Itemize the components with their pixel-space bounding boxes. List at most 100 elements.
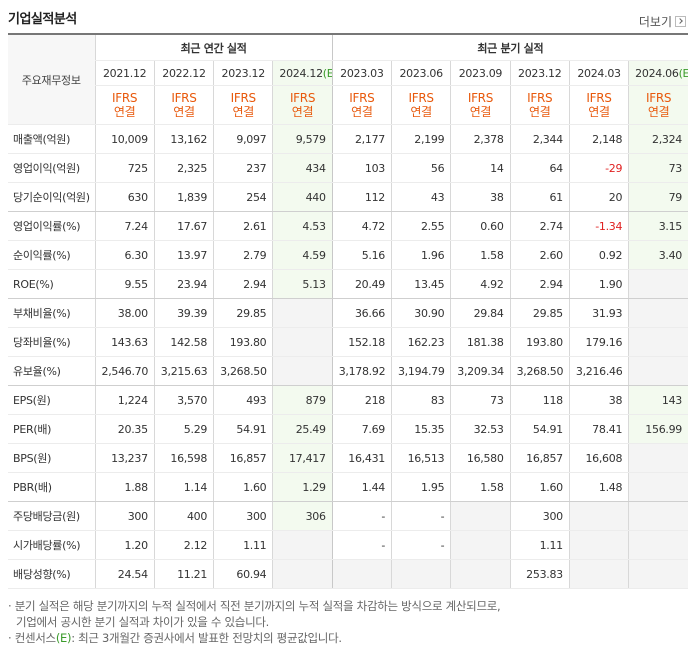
bullet: · <box>8 631 15 645</box>
value-cell: 2,199 <box>390 124 451 154</box>
footnote-line: 기업에서 공시한 분기 실적과 차이가 있을 수 있습니다. <box>16 615 270 629</box>
value-cell: 3,570 <box>153 385 214 415</box>
value-cell: - <box>331 501 392 531</box>
value-cell <box>272 298 333 328</box>
value-cell: 10,009 <box>94 124 155 154</box>
footnote: · 분기 실적은 해당 분기까지의 누적 실적에서 직전 분기까지의 누적 실적… <box>8 598 501 630</box>
value-cell: 64 <box>509 153 570 183</box>
value-cell: 13.45 <box>390 269 451 299</box>
value-cell: 440 <box>272 182 333 212</box>
more-text[interactable]: 더보기 <box>638 15 672 29</box>
data-row: 시가배당률(%) 1.20 2.12 1.11- -1.11 <box>8 530 688 560</box>
value-cell: 306 <box>272 501 333 531</box>
value-cell: 1.44 <box>331 472 392 502</box>
value-cell <box>628 298 688 328</box>
value-cell: 112 <box>331 182 392 212</box>
value-cell <box>272 530 333 560</box>
value-cell: 0.60 <box>450 211 511 241</box>
date-header: 2021.12 <box>94 60 155 86</box>
consolidation: 연결 <box>351 105 373 119</box>
data-row: 순이익률(%) 6.30 13.97 2.79 4.59 5.16 1.96 1.58 2.60… <box>8 240 688 270</box>
value-cell: 73 <box>628 153 688 183</box>
row-label: 영업이익(억원) <box>8 153 95 183</box>
value-cell: 9,579 <box>272 124 333 154</box>
value-cell: 2,324 <box>628 124 688 154</box>
value-cell: 38 <box>568 385 629 415</box>
value-cell: 16,857 <box>213 443 273 473</box>
value-cell: 30.90 <box>390 298 451 328</box>
standard: IFRS <box>645 91 672 105</box>
standard: IFRS <box>112 91 138 105</box>
row-label: 당좌비율(%) <box>8 327 95 357</box>
value-cell: 17,417 <box>272 443 333 473</box>
date-header: 2023.03 <box>331 60 392 86</box>
table-head: 주요재무정보 최근 연간 실적 최근 분기 실적 2021.12 2022.12 2023… <box>8 33 688 125</box>
value-cell: 13,237 <box>94 443 155 473</box>
value-cell: 300 <box>509 501 570 531</box>
consolidation: 연결 <box>291 105 314 119</box>
value-cell: 1.11 <box>213 530 273 560</box>
value-cell: 3,209.34 <box>450 356 511 386</box>
value-cell: 300 <box>213 501 273 531</box>
value-cell: - <box>331 530 392 560</box>
value-cell: 60.94 <box>213 559 273 589</box>
value-cell: 725 <box>94 153 155 183</box>
value-cell: 39.39 <box>153 298 214 328</box>
value-cell: 630 <box>94 182 155 212</box>
value-cell: 13.97 <box>153 240 214 270</box>
value-cell: 493 <box>213 385 273 415</box>
data-row: 영업이익률(%) 7.24 17.67 2.61 4.53 4.72 2.55 0.60 2.7… <box>8 211 688 241</box>
value-cell: 38.00 <box>94 298 155 328</box>
value-cell: 29.85 <box>213 298 273 328</box>
consolidation: 연결 <box>173 105 195 119</box>
row-label: EPS(원) <box>8 385 95 415</box>
footnote: · 컨센서스(E): 최근 3개월간 증권사에서 발표한 전망치의 평균값입니다… <box>8 630 500 646</box>
value-cell: 2.55 <box>390 211 451 241</box>
more-link[interactable]: 더보기 <box>639 13 686 30</box>
value-cell: 5.16 <box>331 240 392 270</box>
standard: IFRS <box>349 91 375 105</box>
value-cell: 3.40 <box>628 240 688 270</box>
group-header: 최근 연간 실적 <box>94 33 333 61</box>
value-cell: 1.88 <box>94 472 155 502</box>
basis-header: IFRS 연결 <box>153 85 214 125</box>
basis-header: IFRS 연결 <box>390 85 451 125</box>
value-cell: 2.79 <box>213 240 273 270</box>
value-cell: 38 <box>450 182 511 212</box>
bullet: · <box>8 599 15 613</box>
value-cell: 879 <box>272 385 333 415</box>
value-cell: 142.58 <box>153 327 214 357</box>
value-cell: 24.54 <box>94 559 155 589</box>
value-cell: 7.69 <box>331 414 392 444</box>
row-label: 영업이익률(%) <box>8 211 95 241</box>
standard: IFRS <box>586 91 612 105</box>
value-cell: 16,857 <box>509 443 570 473</box>
standard: IFRS <box>527 91 553 105</box>
value-cell: 0.92 <box>568 240 629 270</box>
standard: IFRS <box>171 91 197 105</box>
date-header: 2024.03 <box>568 60 629 86</box>
row-label: 매출액(억원) <box>8 124 95 154</box>
date-header: 2024.12(E) <box>272 60 333 86</box>
row-label: 배당성향(%) <box>8 559 95 589</box>
value-cell: - <box>390 501 451 531</box>
row-label: 당기순이익(억원) <box>8 182 95 212</box>
financial-table: 주요재무정보 최근 연간 실적 최근 분기 실적 2021.12 2022.12 2023… <box>8 33 688 589</box>
value-cell: 193.80 <box>213 327 273 357</box>
date-row: 2021.122022.122023.122024.12(E)2023.0320… <box>8 60 688 86</box>
value-cell: 3,215.63 <box>153 356 214 386</box>
group-header: 최근 분기 실적 <box>331 33 688 61</box>
value-cell: 23.94 <box>153 269 214 299</box>
value-cell: 31.93 <box>568 298 629 328</box>
value-cell: 16,513 <box>390 443 451 473</box>
value-cell: -29 <box>568 153 629 183</box>
value-cell <box>450 501 511 531</box>
row-label: 주당배당금(원) <box>8 501 95 531</box>
row-label: 유보율(%) <box>8 356 95 386</box>
basis-header: IFRS 연결 <box>272 85 333 125</box>
value-cell: 143 <box>628 385 688 415</box>
basis-header: IFRS 연결 <box>94 85 155 125</box>
value-cell: 3.15 <box>628 211 688 241</box>
more-icon[interactable] <box>675 16 686 27</box>
value-cell: 400 <box>153 501 214 531</box>
